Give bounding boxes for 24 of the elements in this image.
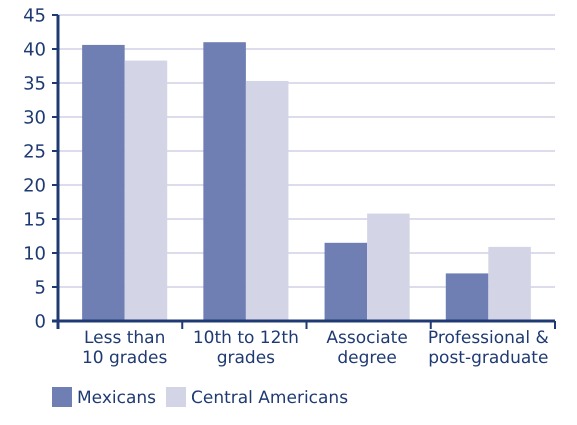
bar xyxy=(124,60,168,321)
legend-label: Central Americans xyxy=(191,388,348,408)
bar xyxy=(367,214,410,321)
y-tick-label: 0 xyxy=(34,311,46,332)
y-tick-label: 5 xyxy=(34,277,46,298)
x-tick-label: 10th to 12th grades xyxy=(192,328,299,368)
x-tick-label: Professional & post-graduate xyxy=(428,328,549,368)
y-tick-label: 15 xyxy=(23,209,46,230)
bar xyxy=(488,246,531,321)
y-tick-label: 25 xyxy=(23,141,46,162)
bar xyxy=(446,273,488,321)
y-tick-label: 40 xyxy=(23,39,46,60)
bar xyxy=(203,42,246,321)
y-tick-label: 35 xyxy=(23,73,46,94)
bar xyxy=(324,242,368,321)
bar xyxy=(246,80,288,321)
legend-label: Mexicans xyxy=(77,388,156,408)
y-tick-label: 20 xyxy=(23,175,46,196)
y-tick-label: 10 xyxy=(23,243,46,264)
y-tick-label: 30 xyxy=(23,107,46,128)
y-tick-label: 45 xyxy=(23,5,46,26)
x-tick-label: Associate degree xyxy=(326,328,408,368)
bar xyxy=(82,44,125,321)
x-tick-label: Less than 10 grades xyxy=(82,328,168,368)
